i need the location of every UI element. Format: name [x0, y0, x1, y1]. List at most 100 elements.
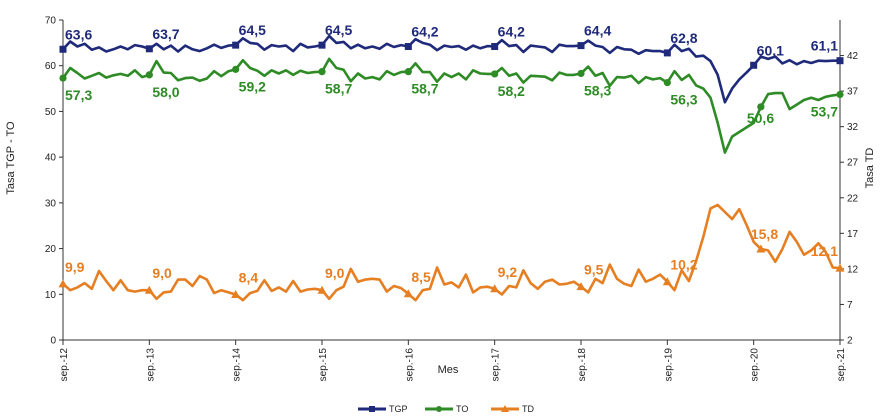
right-tick-label: 12 [847, 264, 859, 275]
tgp-marker [750, 61, 758, 69]
data-label-tgp: 64,5 [325, 22, 352, 38]
x-axis-title: Mes [438, 364, 459, 376]
series-group [58, 34, 845, 302]
data-label-to: 57,3 [65, 87, 92, 103]
data-label-to: 58,2 [498, 83, 525, 99]
td-marker [835, 263, 845, 272]
data-label-td: 10,2 [670, 257, 697, 273]
right-tick-label: 17 [847, 229, 859, 240]
data-label-td: 9,9 [65, 259, 85, 275]
tgp-marker [491, 43, 499, 51]
data-label-to: 58,7 [325, 81, 352, 97]
tgp-marker [145, 45, 153, 53]
x-tick-label: sep.-15 [318, 348, 329, 382]
tgp-marker [232, 41, 240, 49]
td-marker [403, 289, 413, 298]
x-tick-label: sep.-12 [59, 348, 70, 382]
x-tick-label: sep.-19 [663, 348, 674, 382]
td-marker [576, 282, 586, 291]
data-label-tgp: 61,1 [811, 38, 838, 54]
right-tick-label: 7 [847, 300, 853, 311]
data-label-to: 56,3 [670, 92, 697, 108]
data-label-to: 50,6 [747, 110, 774, 126]
right-tick-label: 42 [847, 51, 859, 62]
legend-label-tgp: TGP [389, 404, 408, 414]
td-marker [58, 279, 68, 288]
series-line-to [61, 57, 841, 154]
left-tick-label: 60 [45, 61, 57, 72]
left-tick-label: 0 [50, 336, 56, 347]
x-tick-label: sep.-18 [577, 348, 588, 382]
data-label-td: 9,2 [498, 264, 518, 280]
x-tick-label: sep.-17 [491, 348, 502, 382]
data-label-td: 15,8 [751, 226, 778, 242]
data-label-tgp: 64,2 [411, 24, 438, 40]
legend-marker [501, 405, 509, 412]
tgp-marker [663, 49, 671, 57]
data-label-tgp: 62,8 [670, 30, 697, 46]
data-label-tgp: 60,1 [757, 42, 784, 58]
legend-label-to: TO [456, 404, 468, 414]
data-label-to: 59,2 [239, 78, 266, 94]
td-marker [144, 285, 154, 294]
tgp-marker [836, 57, 844, 65]
tgp-marker [404, 43, 412, 51]
legend-marker [436, 406, 442, 412]
to-marker [577, 69, 585, 78]
right-tick-label: 2 [847, 336, 853, 347]
x-tick-label: sep.-14 [232, 348, 243, 382]
to-marker [836, 90, 844, 99]
data-label-td: 9,5 [584, 262, 604, 278]
right-tick-label: 22 [847, 193, 859, 204]
data-label-to: 53,7 [811, 104, 838, 120]
left-y-axis: 0 10 20 30 40 50 60 70 [45, 16, 64, 347]
data-label-tgp: 63,7 [152, 26, 179, 42]
data-label-td: 9,0 [152, 265, 172, 281]
x-tick-label: sep.-16 [404, 348, 415, 382]
right-tick-label: 27 [847, 158, 859, 169]
left-tick-label: 30 [45, 198, 57, 209]
data-label-td: 12,1 [811, 243, 838, 259]
tgp-marker [59, 45, 67, 53]
tgp-marker [318, 41, 326, 49]
series-line-tgp [62, 34, 840, 104]
left-axis-title: Tasa TGP - TO [5, 121, 17, 195]
data-label-to: 58,0 [152, 84, 179, 100]
td-marker [490, 284, 500, 293]
right-axis-title: Tasa TD [864, 148, 876, 189]
data-label-tgp: 64,4 [584, 23, 611, 39]
left-tick-label: 20 [45, 244, 57, 255]
left-tick-label: 10 [45, 290, 57, 301]
td-marker [662, 277, 672, 286]
td-marker [756, 244, 766, 253]
data-label-td: 8,4 [239, 269, 259, 285]
x-tick-label: sep.-13 [145, 348, 156, 382]
to-marker [59, 74, 67, 82]
left-tick-label: 50 [45, 107, 57, 118]
data-label-td: 9,0 [325, 265, 345, 281]
series-line-td [62, 203, 841, 302]
legend: TGP TO TD [358, 404, 534, 414]
to-marker [318, 68, 326, 76]
left-tick-label: 40 [45, 153, 57, 164]
td-marker [231, 289, 241, 298]
data-label-tgp: 64,5 [239, 22, 266, 38]
to-marker [232, 65, 240, 73]
to-marker [757, 103, 765, 111]
to-marker [663, 79, 671, 87]
left-tick-label: 70 [45, 16, 57, 27]
legend-label-td: TD [522, 404, 534, 414]
to-marker [404, 68, 412, 76]
x-tick-label: sep.-21 [836, 348, 847, 382]
to-marker [145, 71, 153, 79]
right-tick-label: 32 [847, 122, 859, 133]
data-label-tgp: 63,6 [65, 26, 92, 42]
to-marker [491, 70, 499, 78]
data-labels-group: 63,6 63,7 64,5 64,5 64,2 64,2 64,4 62,8 60,1 61,1… [65, 22, 838, 285]
legend-marker [369, 406, 375, 412]
td-marker [317, 285, 327, 294]
tgp-marker [577, 42, 585, 50]
data-label-tgp: 64,2 [498, 24, 525, 40]
data-label-td: 8,5 [411, 269, 431, 285]
